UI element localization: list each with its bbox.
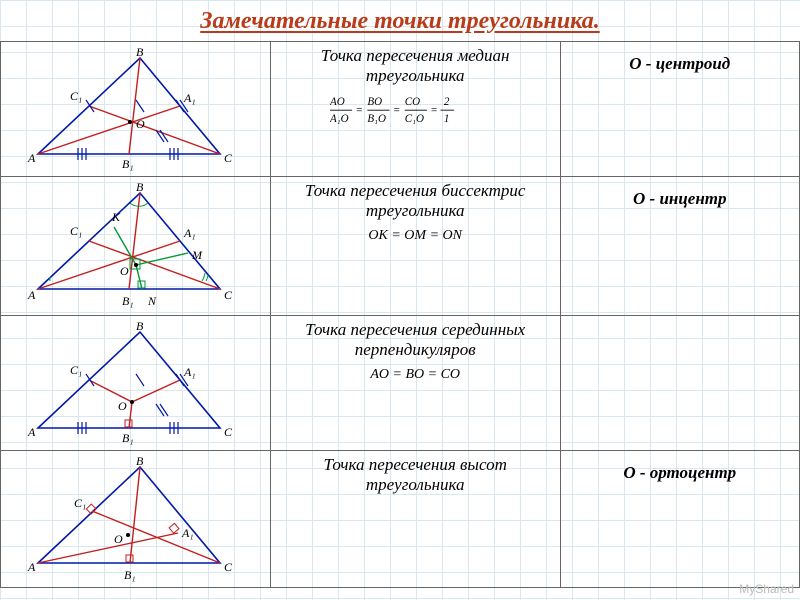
- svg-text:A₁: A₁: [181, 526, 194, 540]
- svg-text:B₁: B₁: [122, 431, 134, 445]
- svg-text:AO: AO: [330, 96, 345, 108]
- diagram-cell-centroid: A B C A₁ B₁ C₁ O: [1, 42, 271, 177]
- name-cell-centroid: О - центроид: [560, 42, 800, 177]
- desc-cell-ortho: Точка пересечения высот треугольника: [270, 451, 560, 588]
- svg-text:N: N: [147, 294, 157, 308]
- desc-cell-circum: Точка пересечения серединных перпендикул…: [270, 316, 560, 451]
- svg-text:O: O: [120, 264, 129, 278]
- svg-text:O: O: [136, 117, 145, 131]
- diagram-cell-ortho: A B C A₁ B₁ C₁ O: [1, 451, 271, 588]
- svg-text:B: B: [136, 46, 144, 59]
- incenter-diagram: A B C A₁ B₁ C₁ K M N O: [20, 181, 250, 311]
- diagram-cell-incenter: A B C A₁ B₁ C₁ K M N O: [1, 177, 271, 316]
- svg-text:C: C: [224, 151, 233, 165]
- svg-text:C: C: [224, 425, 233, 439]
- svg-text:A₁: A₁: [183, 91, 196, 105]
- svg-text:A₁: A₁: [183, 365, 196, 379]
- svg-text:A: A: [27, 560, 36, 574]
- name-text: О - центроид: [567, 46, 794, 74]
- svg-text:1: 1: [444, 113, 450, 125]
- name-text: О - инцентр: [567, 181, 794, 209]
- page-content: Замечательные точки треугольника.: [0, 0, 800, 588]
- ortho-diagram: A B C A₁ B₁ C₁ O: [20, 455, 250, 583]
- desc-text: Точка пересечения медиан треугольника: [277, 46, 554, 87]
- svg-text:C₁: C₁: [70, 89, 82, 103]
- svg-text:C: C: [224, 288, 233, 302]
- desc-text: Точка пересечения биссектрис треугольник…: [277, 181, 554, 222]
- table-row: A B C A₁ B₁ C₁ K M N O Точка пересечения…: [1, 177, 800, 316]
- table-row: A B C A₁ B₁ C₁ O Точка пересечения медиа…: [1, 42, 800, 177]
- svg-text:B: B: [136, 181, 144, 194]
- name-text: [567, 320, 794, 328]
- svg-text:O: O: [114, 532, 123, 546]
- svg-text:=: =: [430, 104, 437, 116]
- svg-text:B: B: [136, 320, 144, 333]
- svg-text:B₁: B₁: [124, 568, 136, 582]
- desc-text: Точка пересечения высот треугольника: [277, 455, 554, 496]
- svg-text:C₁: C₁: [70, 224, 82, 238]
- desc-text: Точка пересечения серединных перпендикул…: [277, 320, 554, 361]
- svg-text:C: C: [224, 560, 233, 574]
- svg-text:A: A: [27, 151, 36, 165]
- desc-cell-centroid: Точка пересечения медиан треугольника AO…: [270, 42, 560, 177]
- svg-text:=: =: [393, 104, 400, 116]
- page-title: Замечательные точки треугольника.: [0, 0, 800, 41]
- circum-formula: AO = BO = CO: [277, 367, 554, 383]
- watermark: MyShared: [739, 582, 794, 596]
- svg-text:B: B: [136, 455, 144, 468]
- svg-text:B₁: B₁: [122, 157, 134, 171]
- svg-text:C₁O: C₁O: [405, 113, 424, 125]
- svg-text:B₁O: B₁O: [368, 113, 387, 125]
- svg-text:K: K: [111, 210, 121, 224]
- svg-text:CO: CO: [405, 96, 420, 108]
- svg-text:M: M: [191, 248, 203, 262]
- svg-text:A₁O: A₁O: [330, 113, 349, 125]
- main-table: A B C A₁ B₁ C₁ O Точка пересечения медиа…: [0, 41, 800, 588]
- svg-text:C₁: C₁: [70, 363, 82, 377]
- svg-text:2: 2: [444, 96, 450, 108]
- centroid-formula: AO A₁O = BO B₁O = CO C₁O = 2 1: [330, 93, 500, 129]
- circum-diagram: A B C A₁ B₁ C₁ O: [20, 320, 250, 446]
- svg-text:A₁: A₁: [183, 226, 196, 240]
- svg-text:=: =: [356, 104, 363, 116]
- name-cell-ortho: О - ортоцентр: [560, 451, 800, 588]
- svg-text:A: A: [27, 425, 36, 439]
- desc-cell-incenter: Точка пересечения биссектрис треугольник…: [270, 177, 560, 316]
- svg-text:C₁: C₁: [74, 496, 86, 510]
- diagram-cell-circum: A B C A₁ B₁ C₁ O: [1, 316, 271, 451]
- table-row: A B C A₁ B₁ C₁ O Точка пересечения высот…: [1, 451, 800, 588]
- centroid-diagram: A B C A₁ B₁ C₁ O: [20, 46, 250, 172]
- name-cell-circum: [560, 316, 800, 451]
- name-cell-incenter: О - инцентр: [560, 177, 800, 316]
- incenter-formula: OK = OM = ON: [277, 228, 554, 244]
- table-row: A B C A₁ B₁ C₁ O Точка пересечения серед…: [1, 316, 800, 451]
- svg-text:O: O: [118, 399, 127, 413]
- svg-text:A: A: [27, 288, 36, 302]
- svg-text:BO: BO: [368, 96, 383, 108]
- svg-text:B₁: B₁: [122, 294, 134, 308]
- name-text: О - ортоцентр: [567, 455, 794, 483]
